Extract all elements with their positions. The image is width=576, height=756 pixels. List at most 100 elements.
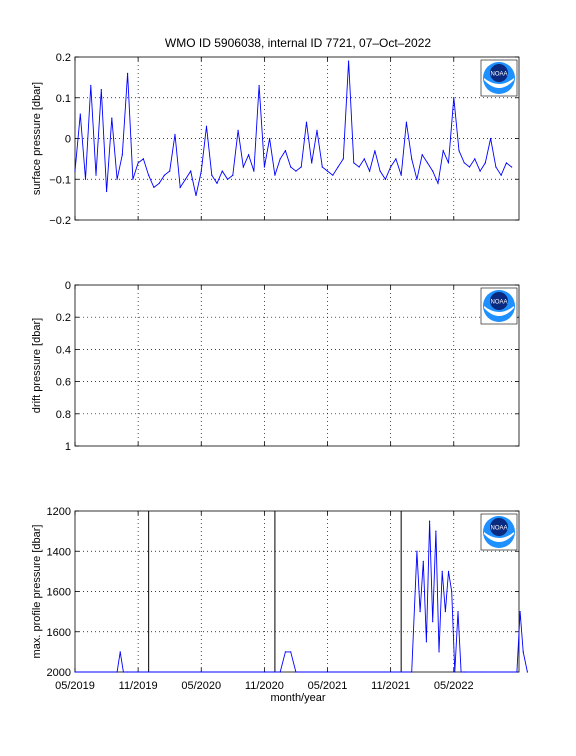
logo-text: NOAA	[490, 300, 507, 306]
data-point	[400, 174, 402, 176]
y-tick-label: −0.2	[49, 215, 71, 227]
data-point	[505, 162, 507, 164]
data-point	[95, 174, 97, 176]
data-point	[195, 194, 197, 197]
noaa-logo: NOAA	[480, 59, 518, 97]
data-point	[200, 170, 202, 172]
data-point	[116, 178, 118, 180]
data-point	[435, 530, 437, 532]
data-point	[127, 671, 129, 673]
y-tick-label: 0.4	[56, 344, 71, 356]
data-point	[479, 671, 481, 673]
data-point	[174, 133, 176, 136]
logo-bird-circle	[490, 292, 508, 310]
data-point	[284, 150, 287, 152]
data-point	[516, 671, 518, 673]
chart-panel-2: 0 0.2 0.4 0.6 0.8 1 drift pressure [dbar] NOAA	[31, 280, 520, 453]
data-point	[379, 170, 381, 172]
data-point	[451, 590, 453, 593]
plot-frame	[74, 510, 520, 673]
y-tick-label: 1	[65, 441, 71, 453]
data-point	[519, 611, 521, 613]
noaa-logo: NOAA	[480, 513, 518, 551]
data-point	[137, 162, 139, 164]
data-point	[216, 182, 218, 184]
logo-text: NOAA	[490, 526, 507, 532]
data-point	[158, 182, 160, 184]
data-point	[253, 170, 255, 172]
data-point	[463, 671, 465, 673]
data-point	[190, 170, 192, 172]
data-point	[426, 162, 429, 164]
data-point	[479, 170, 481, 172]
data-point	[454, 671, 456, 673]
noaa-logo: NOAA	[480, 287, 518, 325]
data-point	[148, 174, 150, 176]
data-series-line	[74, 61, 512, 196]
data-point	[84, 178, 87, 180]
y-tick-label: 0.1	[56, 93, 71, 105]
data-point	[368, 170, 371, 172]
data-point	[442, 150, 444, 152]
data-point	[405, 121, 408, 123]
data-point	[279, 158, 281, 160]
chart-panel-1: 0.2 0.1 0 −0.1 −0.2 surface pressure [dbar] NO…	[31, 52, 520, 227]
data-point	[342, 158, 344, 160]
data-point	[395, 158, 397, 160]
logo-wave	[484, 78, 514, 88]
data-point	[205, 125, 208, 127]
data-point	[458, 150, 460, 152]
data-point	[316, 129, 318, 131]
data-point	[422, 560, 424, 562]
data-point	[290, 166, 292, 168]
data-point	[432, 621, 434, 623]
logo-bird-circle	[490, 518, 508, 536]
data-point	[122, 671, 124, 673]
y-tick-label: 1200	[47, 506, 71, 518]
figure-title: WMO ID 5906038, internal ID 7721, 07–Oct…	[165, 36, 431, 50]
data-point	[463, 162, 465, 164]
data-point	[444, 611, 446, 613]
data-point	[321, 166, 323, 168]
plot-frame	[74, 56, 520, 221]
plot-frame	[74, 284, 520, 447]
data-point	[428, 520, 431, 522]
y-tick-label: 0.2	[56, 312, 71, 324]
logo-wave	[484, 306, 514, 316]
y-axis-label: drift pressure [dbar]	[31, 318, 43, 413]
y-tick-label: 0	[65, 280, 71, 292]
data-point	[111, 117, 113, 119]
y-tick-label: 1400	[47, 546, 71, 558]
data-point	[179, 186, 181, 188]
data-point	[460, 671, 462, 673]
data-point	[132, 178, 134, 180]
data-point	[290, 651, 292, 653]
data-point	[295, 671, 297, 673]
y-tick-label: 0.8	[56, 409, 71, 421]
data-point	[468, 166, 471, 168]
data-point	[526, 671, 529, 673]
data-point	[116, 671, 118, 673]
data-point	[269, 137, 271, 140]
data-point	[421, 154, 423, 156]
data-point	[384, 178, 386, 180]
data-point	[447, 162, 450, 164]
data-point	[416, 178, 418, 180]
data-point	[363, 158, 365, 160]
data-point	[489, 137, 492, 140]
data-point	[263, 671, 265, 673]
data-point	[511, 166, 513, 168]
data-point	[311, 162, 313, 164]
data-point	[100, 89, 102, 91]
x-tick-label: 05/2022	[434, 680, 474, 692]
y-tick-label: 2000	[47, 667, 71, 679]
data-point	[484, 162, 486, 164]
data-point	[441, 570, 443, 572]
data-point	[447, 570, 450, 572]
logo-bird-circle	[490, 64, 508, 82]
data-point	[279, 671, 281, 673]
data-point	[90, 84, 92, 87]
data-point	[295, 170, 297, 172]
